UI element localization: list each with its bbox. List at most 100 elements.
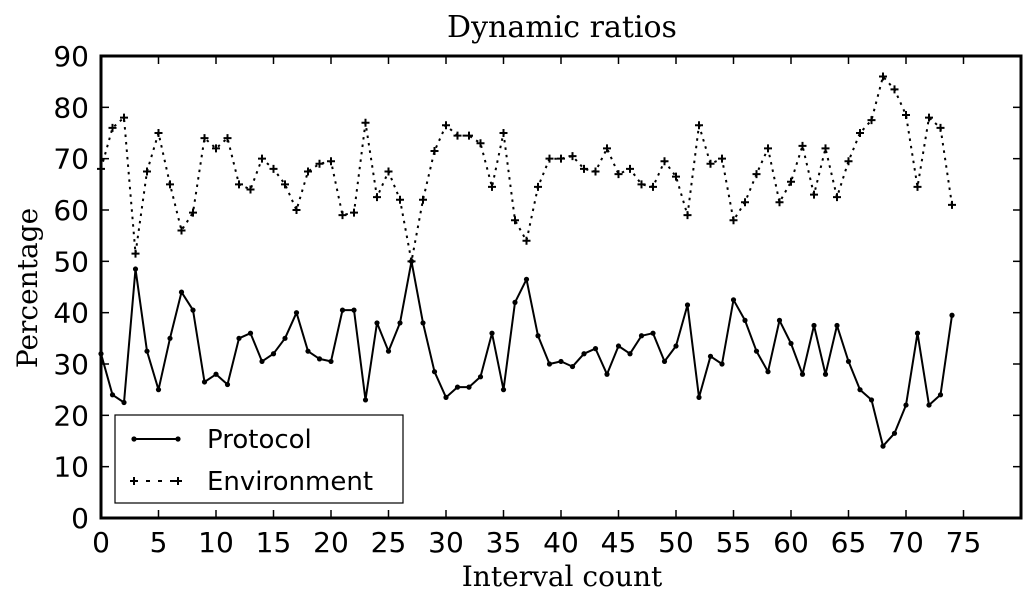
- y-tick-label: 10: [53, 451, 89, 484]
- data-point-protocol: [213, 371, 219, 377]
- data-point-protocol: [891, 430, 898, 436]
- legend-marker-environment: [130, 477, 138, 485]
- data-point-environment: [246, 185, 255, 194]
- x-tick-label: 50: [658, 526, 694, 559]
- data-point-environment: [706, 159, 715, 168]
- data-point-environment: [281, 180, 289, 189]
- data-point-environment: [672, 172, 680, 181]
- data-point-protocol: [247, 330, 254, 336]
- legend-marker-protocol: [175, 436, 181, 442]
- data-point-environment: [166, 180, 174, 189]
- data-point-environment: [212, 144, 220, 153]
- data-point-protocol: [868, 397, 875, 403]
- legend-marker-protocol: [131, 436, 137, 442]
- data-point-environment: [430, 146, 439, 155]
- x-tick-label: 0: [92, 526, 110, 559]
- data-point-protocol: [282, 335, 288, 341]
- data-point-environment: [798, 141, 807, 150]
- data-point-environment: [925, 113, 933, 122]
- data-point-protocol: [178, 289, 185, 295]
- data-point-protocol: [638, 333, 645, 339]
- data-point-environment: [154, 129, 163, 137]
- y-tick-label: 80: [53, 91, 89, 124]
- data-point-environment: [522, 236, 531, 245]
- data-point-environment: [488, 182, 496, 191]
- legend-item-protocol: Protocol: [131, 425, 312, 455]
- axis-ticks: 0 5 10 15 20 25 30 35 40 45 50 55 60 65 70 75 0 10 20 30 40 5…: [53, 40, 1021, 559]
- legend-box: [114, 414, 404, 504]
- data-point-environment: [453, 131, 462, 140]
- data-point-environment: [384, 167, 393, 176]
- data-point-environment: [177, 226, 186, 235]
- data-point-environment: [591, 167, 600, 176]
- data-point-protocol: [328, 358, 334, 365]
- data-point-protocol: [811, 322, 817, 329]
- data-point-protocol: [753, 348, 760, 354]
- data-point-environment: [557, 154, 565, 163]
- data-point-protocol: [765, 369, 771, 375]
- data-point-protocol: [190, 307, 196, 313]
- data-point-environment: [269, 164, 278, 173]
- data-point-protocol: [316, 356, 323, 362]
- y-tick-label: 50: [53, 245, 89, 278]
- data-point-protocol: [397, 320, 403, 326]
- data-point-protocol: [454, 384, 461, 390]
- x-tick-label: 10: [198, 526, 234, 559]
- data-point-environment: [407, 257, 416, 266]
- data-point-protocol: [293, 310, 300, 316]
- data-point-protocol: [569, 363, 576, 370]
- legend-label-environment: Environment: [207, 467, 373, 497]
- x-tick-label: 40: [543, 526, 579, 559]
- data-point-environment: [614, 170, 623, 179]
- data-point-protocol: [914, 330, 921, 336]
- data-point-environment: [683, 211, 692, 220]
- data-point-protocol: [903, 402, 909, 408]
- data-point-protocol: [132, 266, 139, 272]
- data-point-protocol: [259, 358, 265, 365]
- data-point-protocol: [742, 317, 748, 323]
- data-point-environment: [315, 159, 324, 168]
- legend-marker-environment: [174, 477, 182, 485]
- data-point-environment: [499, 129, 508, 137]
- data-point-protocol: [305, 348, 311, 354]
- data-point-environment: [419, 195, 427, 204]
- data-point-protocol: [546, 361, 553, 367]
- data-point-environment: [741, 198, 749, 207]
- data-point-environment: [292, 206, 301, 214]
- data-point-environment: [511, 216, 519, 225]
- data-point-environment: [258, 154, 266, 163]
- data-point-protocol: [270, 351, 277, 357]
- data-point-environment: [787, 177, 795, 186]
- data-point-protocol: [109, 392, 116, 398]
- data-point-environment: [821, 144, 830, 153]
- x-axis-label: Interval count: [462, 560, 663, 593]
- data-point-environment: [568, 152, 577, 161]
- data-point-protocol: [201, 379, 208, 385]
- data-point-protocol: [535, 333, 541, 339]
- data-point-protocol: [236, 335, 242, 341]
- data-point-protocol: [374, 320, 380, 326]
- data-point-environment: [729, 216, 738, 225]
- data-point-environment: [350, 208, 358, 217]
- data-point-environment: [637, 180, 646, 189]
- data-point-protocol: [604, 371, 610, 377]
- y-tick-label: 90: [53, 40, 89, 73]
- data-point-protocol: [822, 371, 829, 377]
- chart-title: Dynamic ratios: [447, 10, 677, 45]
- data-point-protocol: [615, 343, 622, 349]
- data-point-protocol: [673, 343, 679, 349]
- data-point-protocol: [707, 353, 714, 359]
- x-tick-label: 60: [773, 526, 809, 559]
- legend: Protocol Environment: [114, 414, 404, 504]
- data-point-environment: [948, 200, 956, 209]
- data-point-protocol: [880, 443, 886, 449]
- y-tick-label: 60: [53, 194, 89, 227]
- series-layer: [97, 72, 956, 449]
- data-point-protocol: [845, 358, 852, 365]
- data-point-protocol: [155, 387, 162, 393]
- data-point-protocol: [776, 317, 783, 323]
- data-point-protocol: [592, 346, 599, 352]
- y-tick-label: 40: [53, 297, 89, 330]
- series-line-environment: [100, 75, 953, 263]
- data-point-protocol: [719, 361, 725, 367]
